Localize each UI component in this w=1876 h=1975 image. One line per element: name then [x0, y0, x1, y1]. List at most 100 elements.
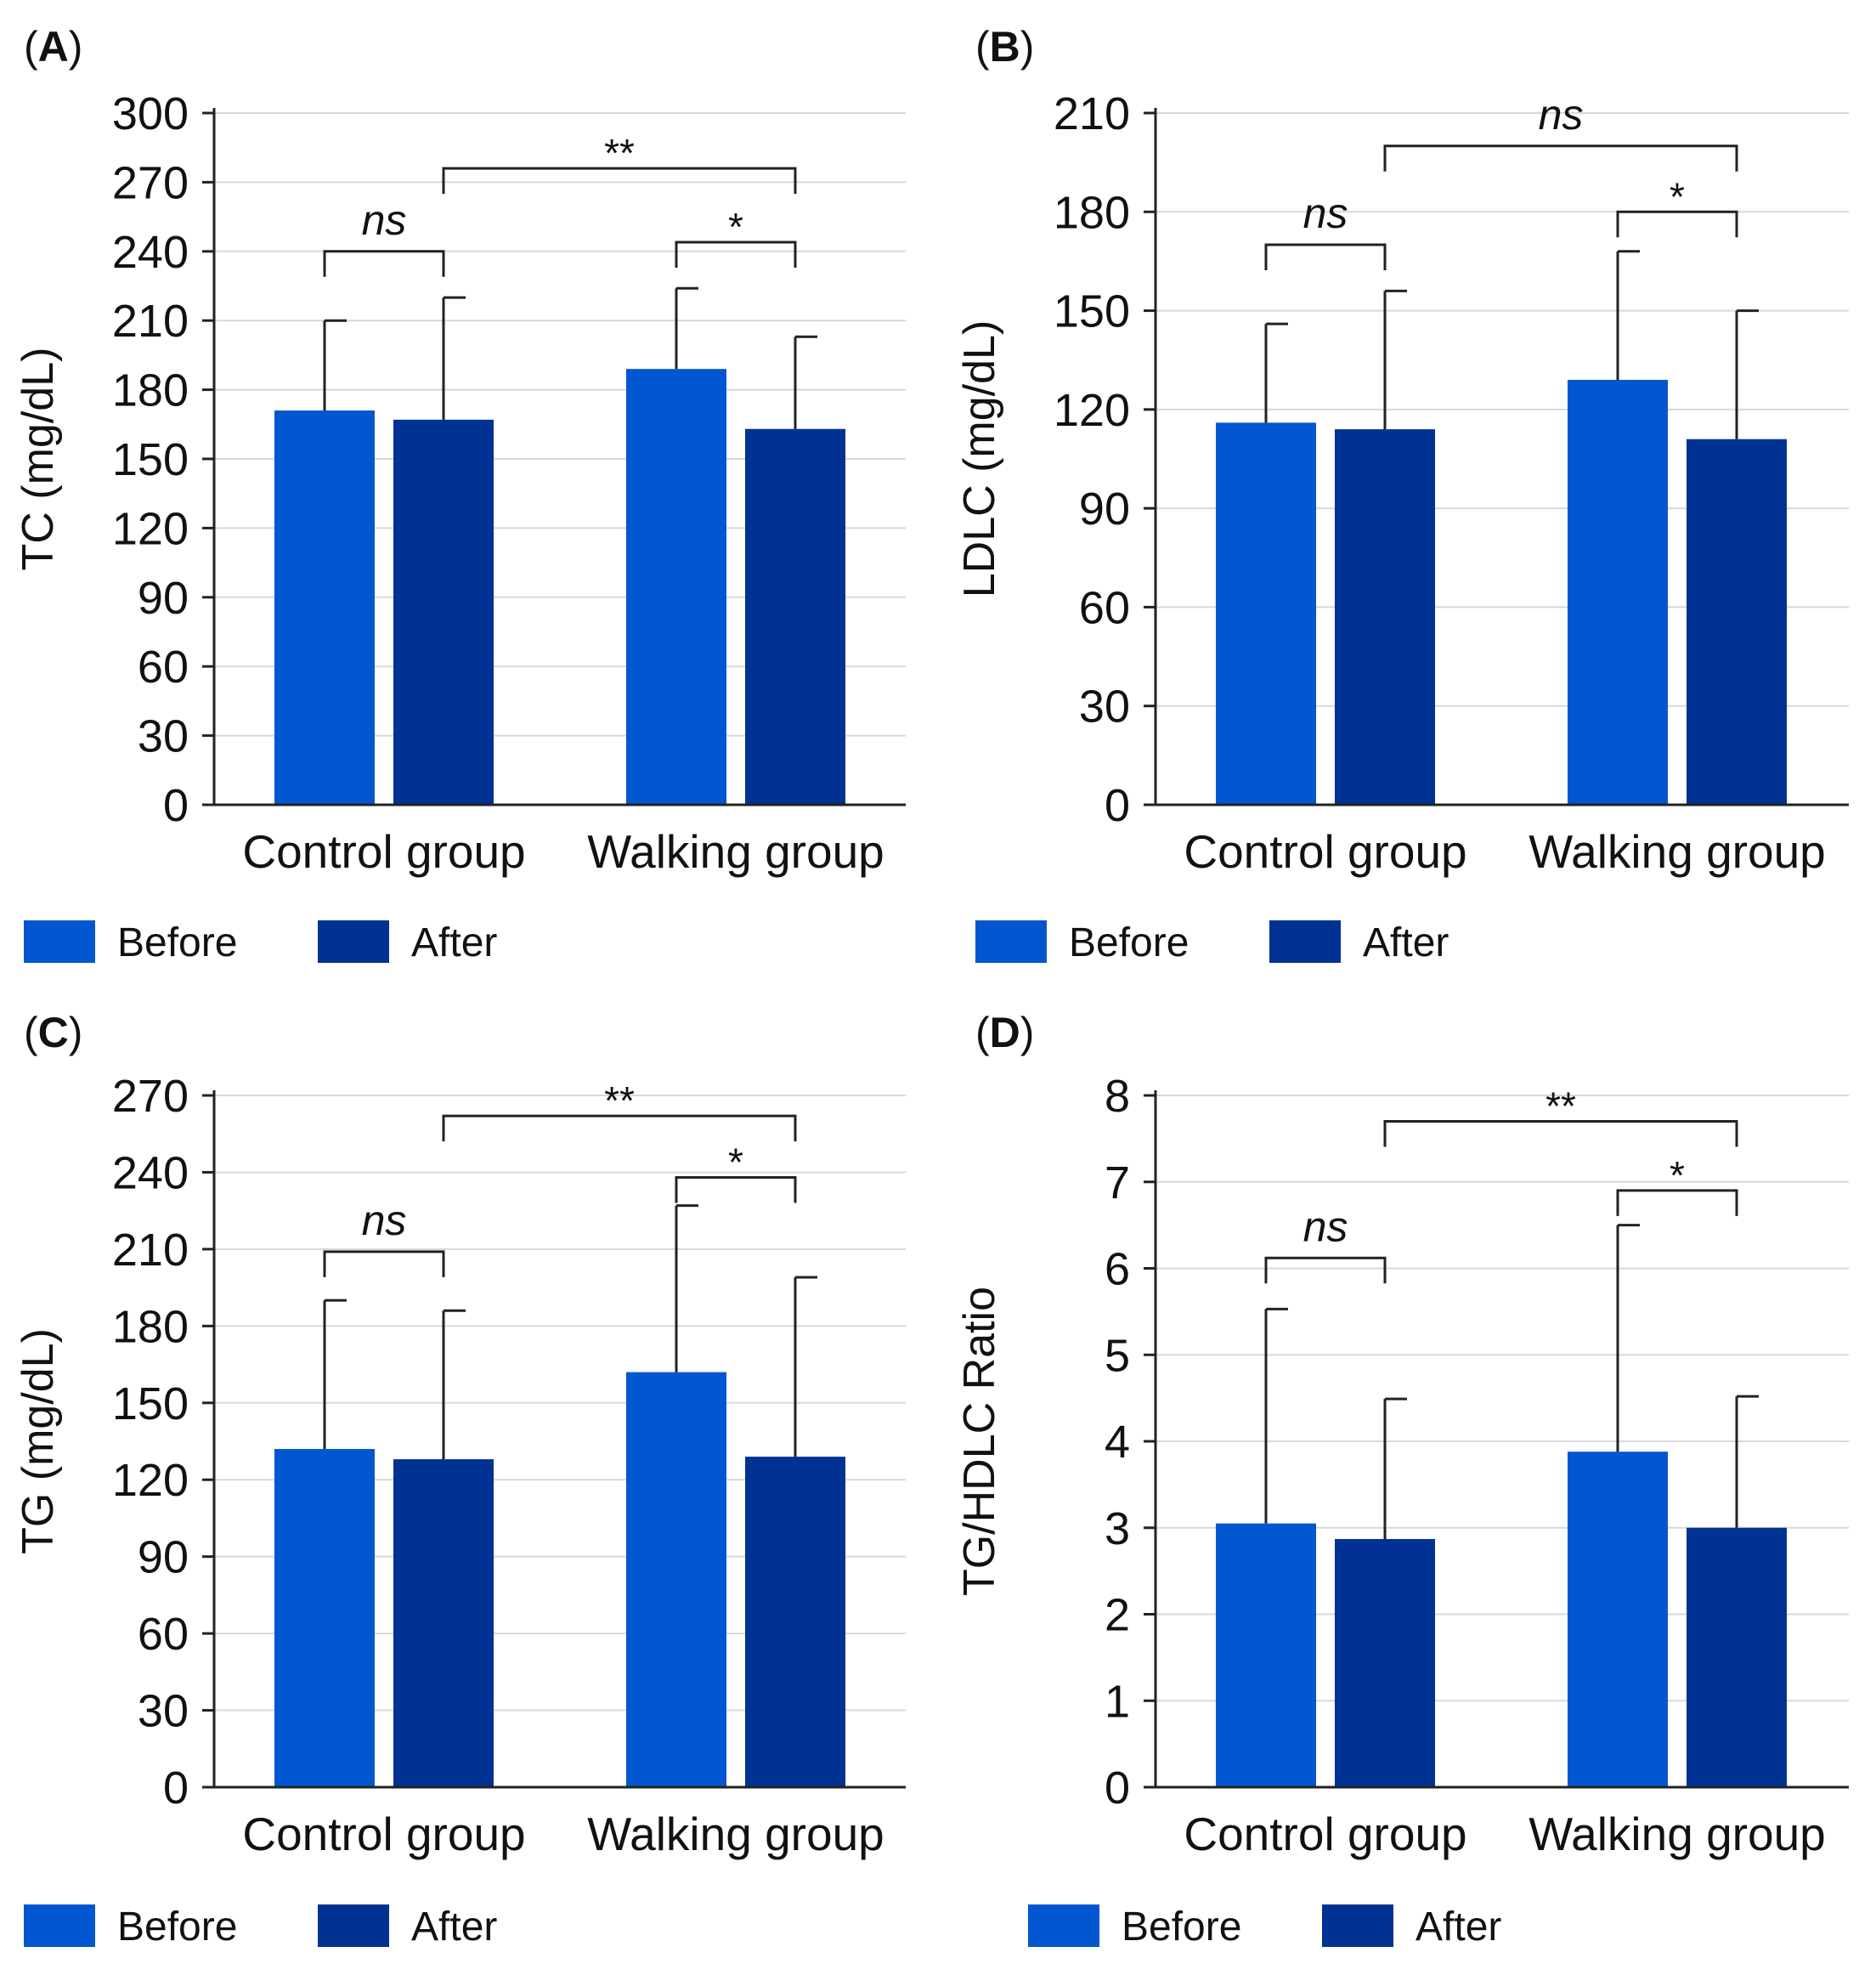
panel-d: (D) 0 1 2 3 4 5 6 7 8 TG/HDLC Ratio Control group W… [955, 1009, 1849, 1950]
y-tick-label: 30 [138, 711, 189, 762]
y-tick-label: 2 [1105, 1590, 1130, 1641]
significance-bracket [1616, 1189, 1738, 1216]
significance-bracket [675, 1175, 797, 1203]
panel-c: (C) 0 30 60 90 120 150 180 210 240 270 TG (mg/dL) C… [14, 1009, 906, 1950]
y-tick-label: 300 [112, 88, 189, 139]
x-category-label: Walking group [587, 825, 884, 878]
y-tick-label: 270 [112, 1071, 189, 1122]
y-tick-label: 90 [138, 1532, 189, 1583]
bar-before-control [274, 1449, 375, 1787]
significance-bracket [323, 250, 445, 277]
y-tick-label: 30 [138, 1686, 189, 1737]
significance-label: ns [362, 1197, 407, 1244]
panel-d-plot: 0 1 2 3 4 5 6 7 8 TG/HDLC Ratio Control group Walki… [955, 1071, 1849, 1860]
bar-before-walking [626, 1372, 726, 1787]
bar-after-control [1335, 1538, 1435, 1787]
y-tick-label: 5 [1105, 1330, 1130, 1381]
y-tick-label: 0 [1105, 780, 1130, 831]
panel-d-letter: D [990, 1009, 1020, 1056]
legend-after-swatch [318, 920, 389, 963]
legend-after-swatch [1322, 1904, 1393, 1947]
legend-after-swatch [318, 1904, 389, 1947]
y-tick-label: 210 [1054, 88, 1130, 139]
significance-bracket [1383, 144, 1738, 172]
x-category-label: Control group [242, 825, 525, 878]
legend-before-label: Before [1069, 920, 1189, 965]
legend-after-label: After [411, 1904, 497, 1950]
bar-after-walking [745, 1457, 845, 1787]
bar-after-control [1335, 429, 1435, 805]
y-tick-label: 30 [1079, 682, 1130, 733]
x-category-label: Walking group [1528, 825, 1826, 878]
panel-a: (A) 0 30 60 90 120 150 180 210 240 270 300 TC (mg/d… [14, 23, 906, 965]
significance-bracket [1264, 1256, 1387, 1284]
significance-bracket [1383, 1120, 1738, 1147]
bar-before-control [274, 410, 375, 805]
panel-b-letter: B [990, 23, 1020, 71]
y-tick-label: 150 [112, 434, 189, 485]
bar-before-control [1216, 422, 1316, 805]
y-tick-label: 210 [112, 1225, 189, 1276]
y-tick-label: 8 [1105, 1071, 1130, 1122]
panel-b: (B) 0 30 60 90 120 150 180 210 LDLC (mg/dL) Contr… [955, 23, 1849, 965]
panel-b-plot: 0 30 60 90 120 150 180 210 LDLC (mg/dL) Control g… [955, 88, 1849, 878]
y-axis-title: LDLC (mg/dL) [955, 320, 1004, 598]
y-tick-label: 1 [1105, 1676, 1130, 1727]
significance-bracket [442, 1114, 797, 1142]
significance-label: ** [604, 131, 635, 175]
y-tick-label: 120 [1054, 385, 1130, 436]
legend-before-swatch [24, 920, 95, 963]
bar-after-control [393, 419, 494, 805]
significance-label: * [1670, 174, 1685, 218]
y-tick-label: 90 [138, 573, 189, 624]
y-tick-label: 120 [112, 503, 189, 554]
y-tick-label: 240 [112, 1147, 189, 1198]
y-axis-title: TG (mg/dL) [14, 1328, 63, 1554]
legend-before-label: Before [1122, 1904, 1241, 1950]
significance-label: ns [1539, 91, 1584, 139]
y-tick-label: 150 [1054, 286, 1130, 337]
bar-after-walking [745, 428, 845, 805]
y-tick-label: 120 [112, 1455, 189, 1506]
panel-c-letter: C [38, 1009, 69, 1056]
significance-label: ns [1303, 190, 1348, 237]
y-axis-title: TC (mg/dL) [14, 348, 63, 571]
panel-d-legend: Before After [1028, 1904, 1501, 1950]
y-tick-label: 90 [1079, 484, 1130, 535]
panel-a-label: (A) [24, 23, 82, 71]
panel-b-legend: Before After [975, 920, 1449, 965]
y-tick-label: 60 [1079, 582, 1130, 633]
significance-bracket [442, 167, 797, 195]
bar-after-walking [1687, 1527, 1787, 1787]
y-tick-label: 0 [163, 1763, 189, 1814]
y-axis-title: TG/HDLC Ratio [955, 1287, 1004, 1596]
significance-label: * [1670, 1153, 1685, 1197]
bar-after-control [393, 1459, 494, 1787]
significance-label: * [728, 1140, 743, 1184]
panel-c-legend: Before After [24, 1904, 497, 1950]
significance-bracket [675, 241, 797, 268]
x-category-label: Walking group [587, 1808, 884, 1860]
y-tick-label: 150 [112, 1378, 189, 1429]
y-tick-label: 0 [163, 780, 189, 831]
legend-before-swatch [1028, 1904, 1099, 1947]
y-tick-label: 180 [112, 1301, 189, 1352]
significance-bracket [1616, 210, 1738, 238]
y-tick-label: 0 [1105, 1763, 1130, 1814]
y-tick-label: 6 [1105, 1244, 1130, 1295]
significance-label: ns [1303, 1203, 1348, 1250]
x-category-label: Control group [1184, 1808, 1466, 1860]
bar-before-control [1216, 1523, 1316, 1787]
bar-before-walking [1568, 1452, 1668, 1787]
panel-b-label: (B) [975, 23, 1034, 71]
y-tick-label: 60 [138, 1609, 189, 1660]
panel-d-label: (D) [975, 1009, 1034, 1056]
y-tick-label: 240 [112, 227, 189, 278]
y-tick-label: 210 [112, 296, 189, 347]
significance-bracket [1264, 243, 1387, 271]
legend-before-swatch [24, 1904, 95, 1947]
x-category-label: Walking group [1528, 1808, 1826, 1860]
legend-after-label: After [1415, 1904, 1501, 1950]
y-tick-label: 180 [112, 365, 189, 416]
y-tick-label: 60 [138, 642, 189, 693]
